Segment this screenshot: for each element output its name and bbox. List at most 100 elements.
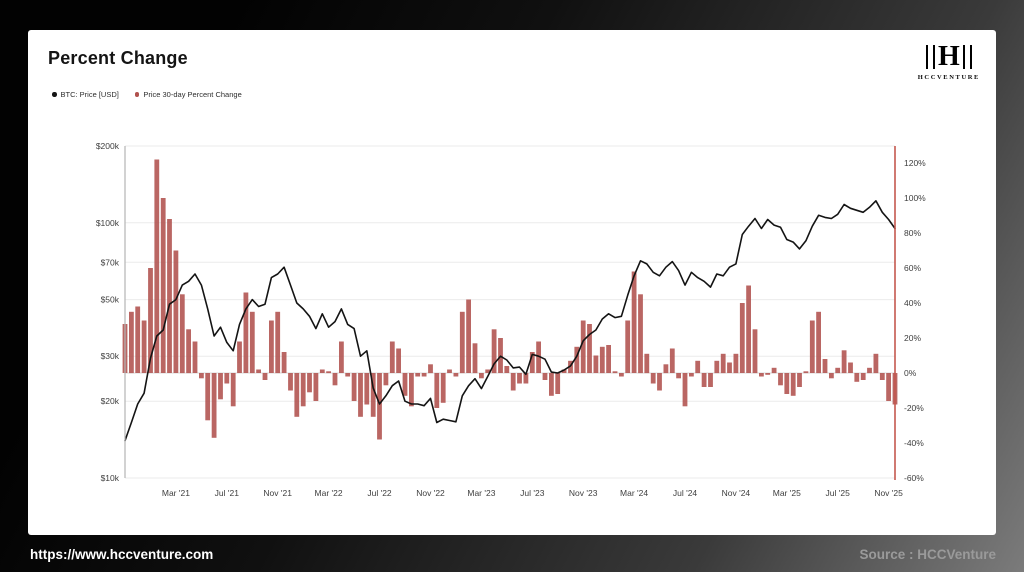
logo-left-bars [925, 45, 935, 69]
percent-change-bar [644, 353, 650, 374]
date-axis-label: Mar '23 [467, 488, 495, 498]
percent-change-bar [790, 373, 796, 396]
percent-axis-label: 20% [904, 333, 921, 343]
percent-change-bar [453, 373, 459, 377]
legend-label-price: BTC: Price [USD] [60, 90, 119, 99]
hccventure-logo: H HCCVENTURE [917, 42, 980, 82]
date-axis-label: Mar '22 [315, 488, 343, 498]
percent-change-bar [701, 373, 707, 387]
price-axis-label: $50k [101, 295, 120, 305]
percent-change-bar [485, 369, 491, 373]
percent-change-bar [135, 306, 141, 373]
percent-change-bar [192, 341, 198, 373]
percent-change-bar [504, 366, 510, 373]
percent-axis-label: 120% [904, 158, 926, 168]
percent-change-bar [854, 373, 860, 382]
percent-change-bar [434, 373, 440, 408]
percent-change-bar [587, 324, 592, 373]
percent-change-bar [351, 373, 357, 401]
chart: $200k $100k $70k $50k $30k $20k $10k 120% 100% 80… [96, 141, 926, 498]
percent-change-bar [281, 352, 287, 373]
logo-wordmark: HCCVENTURE [917, 74, 980, 81]
percent-change-bar [797, 373, 802, 387]
page-title: Percent Change [48, 48, 188, 68]
percent-change-bar [237, 341, 242, 373]
price-axis-label: $70k [101, 257, 120, 267]
date-axis-label: Jul '24 [673, 488, 698, 498]
btc-price-line [124, 200, 896, 442]
price-axis-label: $10k [101, 473, 120, 483]
percent-change-bar [307, 373, 312, 393]
percent-change-bar [561, 369, 567, 373]
percent-change-bar [574, 346, 580, 374]
date-axis-label: Jul '23 [520, 488, 545, 498]
price-series-marker-icon [52, 92, 57, 97]
percent-change-bar [873, 353, 879, 374]
percent-change-bar [676, 373, 681, 379]
percent-change-bar [638, 294, 643, 374]
percent-change-bar [809, 320, 815, 373]
date-axis-label: Jul '21 [215, 488, 240, 498]
percent-axis-label: 0% [904, 368, 917, 378]
percent-change-bar [243, 292, 249, 373]
percent-change-bar [211, 373, 217, 438]
legend-item-percent-change: Price 30-day Percent Change [134, 90, 242, 99]
percent-change-bar [148, 268, 153, 373]
price-axis-label: $30k [101, 351, 120, 361]
percent-change-bar [542, 373, 548, 380]
percent-change-bar [364, 373, 370, 405]
date-axis-label: Jul '22 [367, 488, 392, 498]
percent-change-bar [689, 373, 694, 377]
percent-change-bar [625, 320, 631, 373]
date-axis-label: Nov '25 [874, 488, 903, 498]
percent-change-bar [218, 373, 223, 400]
chart-card: $200k $100k $70k $50k $30k $20k $10k 120% 100% 80… [28, 30, 996, 535]
percent-change-bar [682, 373, 688, 407]
percent-change-bar [879, 373, 885, 380]
percent-change-bar [332, 373, 338, 386]
percent-change-bar [440, 373, 446, 403]
percent-change-bar [129, 311, 134, 374]
percent-change-bar [599, 346, 605, 374]
date-axis-label: Nov '24 [722, 488, 751, 498]
website-url: https://www.hccventure.com [30, 547, 214, 562]
percent-change-bar [568, 360, 573, 374]
percent-change-bar [230, 373, 236, 407]
percent-axis-label: -20% [904, 403, 924, 413]
logo-right-bars [962, 45, 972, 69]
percent-change-bar [396, 348, 401, 373]
percent-axis-label: -40% [904, 438, 924, 448]
percent-change-bar [593, 355, 599, 373]
percent-change-bar [167, 219, 172, 373]
legend: BTC: Price [USD] Price 30-day Percent Ch… [52, 90, 242, 99]
percent-change-bar [377, 373, 382, 440]
percent-change-bar [224, 373, 230, 384]
percent-change-bar [205, 373, 211, 421]
percent-change-bar [479, 373, 484, 379]
percent-change-bar [714, 360, 720, 374]
percent-change-bar [886, 373, 891, 401]
percent-change-bar [549, 373, 554, 396]
date-axis-label: Nov '22 [416, 488, 445, 498]
percent-change-bar [720, 353, 726, 374]
percent-change-bar [262, 373, 268, 380]
date-axis-label: Mar '25 [773, 488, 801, 498]
percent-change-bar [370, 373, 376, 417]
percent-change-bar [784, 373, 790, 394]
date-axis-label: Nov '21 [263, 488, 292, 498]
percent-axis-label: 80% [904, 228, 921, 238]
percent-change-bar [523, 373, 529, 384]
percent-change-bar [256, 369, 261, 373]
date-axis-label: Mar '21 [162, 488, 190, 498]
percent-change-bar [759, 373, 764, 377]
percent-change-bar [313, 373, 319, 401]
percent-change-bar [415, 373, 421, 377]
percent-change-bar [472, 343, 478, 374]
percent-axis-label: 60% [904, 263, 921, 273]
percent-change-bar [491, 329, 497, 374]
percent-change-bar [746, 285, 751, 373]
percent-change-bar [580, 320, 586, 373]
percent-change-bar [517, 373, 522, 384]
percent-change-bar [447, 369, 452, 373]
percent-change-bar [860, 373, 866, 380]
